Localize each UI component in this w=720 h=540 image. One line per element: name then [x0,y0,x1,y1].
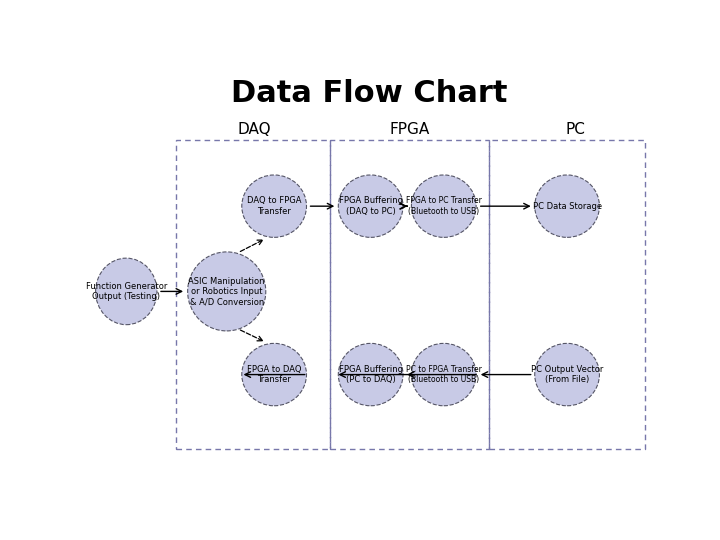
Ellipse shape [188,252,266,331]
Text: PC Output Vector
(From File): PC Output Vector (From File) [531,365,603,384]
Text: ASIC Manipulation
or Robotics Input
& A/D Conversion: ASIC Manipulation or Robotics Input & A/… [189,276,265,306]
Ellipse shape [338,175,403,238]
Text: PC Data Storage: PC Data Storage [533,201,602,211]
Ellipse shape [338,343,403,406]
Bar [489,140,645,449]
Ellipse shape [411,343,476,406]
Ellipse shape [96,258,157,325]
Ellipse shape [535,175,600,238]
Text: Data Flow Chart: Data Flow Chart [230,79,508,109]
Ellipse shape [242,175,307,238]
Text: FPGA: FPGA [390,122,430,137]
Text: FPGA Buffering
(DAQ to PC): FPGA Buffering (DAQ to PC) [338,197,402,216]
Ellipse shape [411,175,476,238]
Bar [176,140,330,449]
Text: DAQ: DAQ [238,122,271,137]
Text: PC: PC [565,122,585,137]
Ellipse shape [242,343,307,406]
Text: Function Generator
Output (Testing): Function Generator Output (Testing) [86,282,167,301]
Text: DAQ to FPGA
Transfer: DAQ to FPGA Transfer [247,197,302,216]
Bar [330,140,489,449]
Ellipse shape [535,343,600,406]
Text: FPGA Buffering
(PC to DAQ): FPGA Buffering (PC to DAQ) [338,365,402,384]
Text: FPGA to DAQ
Transfer: FPGA to DAQ Transfer [247,365,302,384]
Text: FPGA to PC Transfer
(Bluetooth to USB): FPGA to PC Transfer (Bluetooth to USB) [406,197,482,216]
Text: PC to FPGA Transfer
(Bluetooth to USB): PC to FPGA Transfer (Bluetooth to USB) [406,365,482,384]
